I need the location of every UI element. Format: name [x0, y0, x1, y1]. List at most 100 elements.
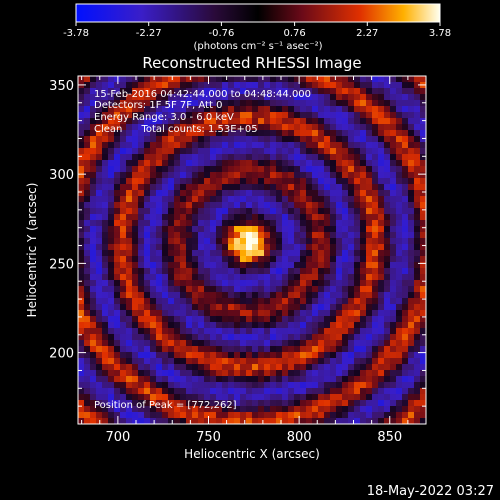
heatmap-cell: [156, 298, 163, 305]
heatmap-cell: [270, 370, 277, 377]
heatmap-cell: [252, 268, 259, 275]
heatmap-cell: [216, 166, 223, 173]
heatmap-cell: [216, 364, 223, 371]
heatmap-cell: [246, 226, 253, 233]
heatmap-cell: [276, 202, 283, 209]
heatmap-cell: [240, 154, 247, 161]
heatmap-cell: [390, 280, 397, 287]
heatmap-cell: [408, 376, 415, 383]
heatmap-cell: [312, 394, 319, 401]
heatmap-cell: [324, 112, 331, 119]
heatmap-cell: [402, 370, 409, 377]
heatmap-cell: [192, 148, 199, 155]
heatmap-cell: [162, 202, 169, 209]
heatmap-cell: [336, 226, 343, 233]
heatmap-cell: [300, 352, 307, 359]
heatmap-cell: [354, 340, 361, 347]
heatmap-cell: [420, 142, 427, 149]
heatmap-cell: [288, 382, 295, 389]
heatmap-cell: [126, 238, 133, 245]
heatmap-cell: [156, 118, 163, 125]
heatmap-cell: [294, 100, 301, 107]
heatmap-cell: [216, 88, 223, 95]
heatmap-cell: [114, 418, 121, 425]
heatmap-cell: [360, 118, 367, 125]
heatmap-cell: [396, 94, 403, 101]
heatmap-cell: [108, 364, 115, 371]
heatmap-cell: [348, 316, 355, 323]
heatmap-cell: [342, 232, 349, 239]
heatmap-cell: [252, 190, 259, 197]
heatmap-cell: [252, 304, 259, 311]
heatmap-cell: [408, 160, 415, 167]
heatmap-cell: [192, 256, 199, 263]
heatmap-cell: [126, 184, 133, 191]
heatmap-cell: [414, 400, 421, 407]
heatmap-cell: [234, 190, 241, 197]
heatmap-cell: [96, 406, 103, 413]
heatmap-cell: [150, 136, 157, 143]
heatmap-cell: [240, 358, 247, 365]
heatmap-cell: [84, 388, 91, 395]
heatmap-cell: [336, 124, 343, 131]
heatmap-cell: [324, 304, 331, 311]
heatmap-cell: [420, 184, 427, 191]
heatmap-cell: [336, 100, 343, 107]
heatmap-cell: [240, 226, 247, 233]
heatmap-cell: [228, 238, 235, 245]
heatmap-cell: [342, 202, 349, 209]
heatmap-cell: [330, 286, 337, 293]
heatmap-cell: [396, 364, 403, 371]
heatmap-cell: [372, 328, 379, 335]
heatmap-cell: [300, 130, 307, 137]
heatmap-cell: [180, 268, 187, 275]
heatmap-cell: [144, 196, 151, 203]
heatmap-cell: [144, 274, 151, 281]
heatmap-cell: [120, 238, 127, 245]
heatmap-cell: [180, 148, 187, 155]
heatmap-cell: [282, 178, 289, 185]
heatmap-cell: [210, 160, 217, 167]
heatmap-cell: [132, 154, 139, 161]
heatmap-cell: [348, 154, 355, 161]
heatmap-cell: [228, 376, 235, 383]
heatmap-cell: [264, 334, 271, 341]
heatmap-cell: [372, 76, 379, 83]
heatmap-cell: [162, 106, 169, 113]
heatmap-cell: [252, 88, 259, 95]
heatmap-cell: [264, 178, 271, 185]
heatmap-cell: [96, 148, 103, 155]
heatmap-cell: [324, 292, 331, 299]
heatmap-cell: [150, 166, 157, 173]
heatmap-cell: [120, 160, 127, 167]
heatmap-cell: [108, 82, 115, 89]
heatmap-cell: [348, 334, 355, 341]
heatmap-cell: [78, 190, 85, 197]
heatmap-cell: [366, 94, 373, 101]
heatmap-cell: [402, 142, 409, 149]
heatmap-cell: [288, 118, 295, 125]
heatmap-cell: [276, 214, 283, 221]
heatmap-cell: [168, 88, 175, 95]
heatmap-cell: [180, 274, 187, 281]
heatmap-cell: [330, 274, 337, 281]
heatmap-cell: [330, 376, 337, 383]
heatmap-cell: [336, 112, 343, 119]
heatmap-cell: [222, 208, 229, 215]
heatmap-cell: [114, 310, 121, 317]
heatmap-cell: [396, 358, 403, 365]
heatmap-cell: [120, 214, 127, 221]
heatmap-cell: [354, 196, 361, 203]
heatmap-cell: [144, 406, 151, 413]
heatmap-cell: [258, 256, 265, 263]
heatmap-cell: [384, 346, 391, 353]
heatmap-cell: [162, 112, 169, 119]
heatmap-cell: [252, 214, 259, 221]
heatmap-cell: [126, 256, 133, 263]
heatmap-cell: [384, 328, 391, 335]
heatmap-cell: [372, 310, 379, 317]
heatmap-cell: [282, 328, 289, 335]
heatmap-cell: [96, 262, 103, 269]
heatmap-cell: [246, 358, 253, 365]
heatmap-cell: [168, 172, 175, 179]
